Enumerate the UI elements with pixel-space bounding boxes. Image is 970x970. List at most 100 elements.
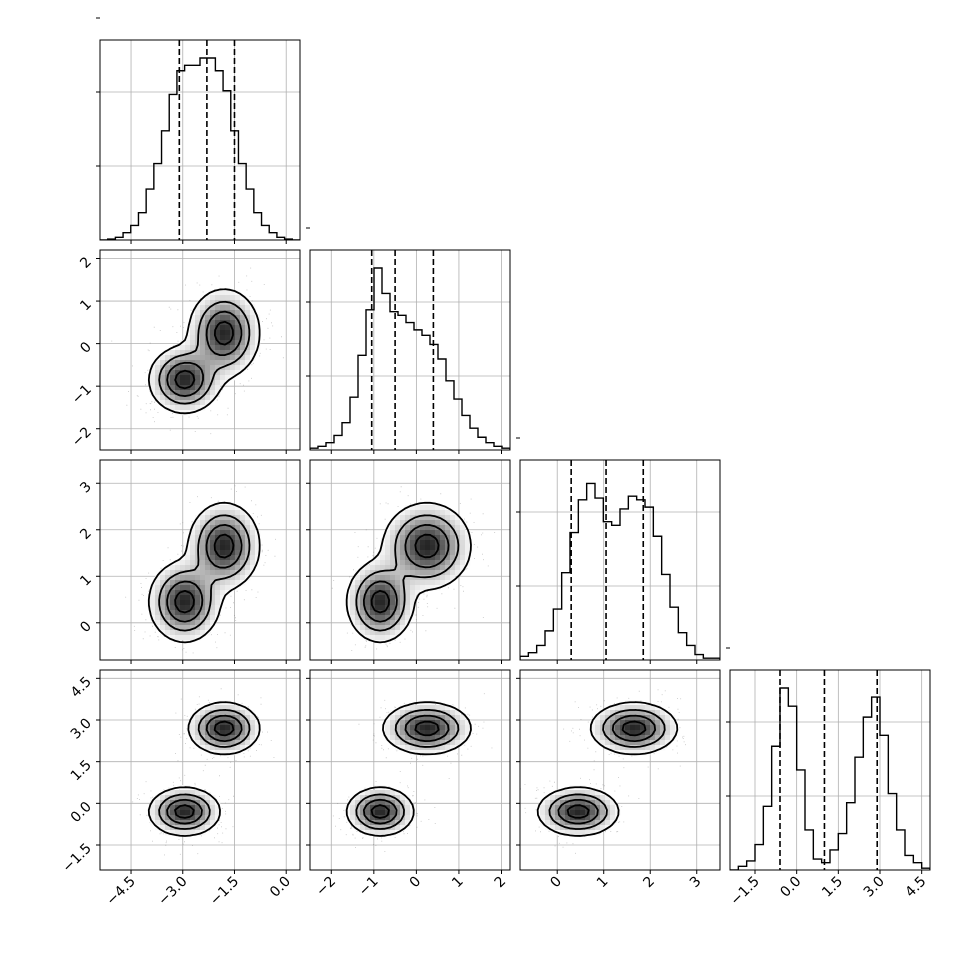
density-cell <box>185 790 191 796</box>
density-cell <box>390 555 396 561</box>
density-cell <box>605 710 611 716</box>
density-cell <box>365 830 371 836</box>
density-cell <box>620 720 626 726</box>
density-cell <box>175 630 181 636</box>
density-cell <box>215 510 221 516</box>
density-cell <box>190 405 196 411</box>
density-cell <box>350 620 356 626</box>
density-cell <box>360 595 366 601</box>
density-cell <box>165 400 171 406</box>
density-cell <box>245 315 251 321</box>
density-cell <box>650 710 656 716</box>
density-cell <box>670 720 676 726</box>
density-cell <box>190 575 196 581</box>
density-cell <box>190 815 196 821</box>
density-cell <box>205 355 211 361</box>
density-cell <box>150 590 156 596</box>
density-cell <box>235 370 241 376</box>
density-cell <box>205 570 211 576</box>
density-cell <box>200 790 206 796</box>
density-cell <box>245 300 251 306</box>
density-cell <box>355 625 361 631</box>
histogram-panel-2 <box>516 437 721 664</box>
density-cell <box>395 710 401 716</box>
density-cell <box>180 635 186 641</box>
density-cell <box>220 560 226 566</box>
density-cell <box>250 545 256 551</box>
density-cell <box>190 390 196 396</box>
density-cell <box>210 330 216 336</box>
density-cell <box>150 380 156 386</box>
density-cell <box>205 800 211 806</box>
density-cell <box>240 295 246 301</box>
density-cell <box>195 380 201 386</box>
density-cell <box>200 385 206 391</box>
density-cell <box>185 610 191 616</box>
density-cell <box>440 725 446 731</box>
density-cell <box>360 600 366 606</box>
density-cell <box>450 520 456 526</box>
density-cell <box>180 405 186 411</box>
density-cell <box>605 810 611 816</box>
density-cell <box>195 805 201 811</box>
density-cell <box>195 535 201 541</box>
density-cell <box>185 615 191 621</box>
density-cell <box>230 520 236 526</box>
density-cell <box>420 560 426 566</box>
density-cell <box>200 520 206 526</box>
density-cell <box>570 810 576 816</box>
density-cell <box>440 535 446 541</box>
density-cell <box>390 735 396 741</box>
density-cell <box>395 715 401 721</box>
density-cell <box>455 715 461 721</box>
density-cell <box>235 540 241 546</box>
density-cell <box>155 810 161 816</box>
density-cell <box>210 290 216 296</box>
density-cell <box>350 805 356 811</box>
density-cell <box>590 815 596 821</box>
panel-frame <box>99 669 301 871</box>
density-cell <box>355 595 361 601</box>
density-cell <box>420 545 426 551</box>
density-cell <box>215 335 221 341</box>
density-cell <box>230 735 236 741</box>
density-cell <box>165 575 171 581</box>
density-cell <box>220 570 226 576</box>
density-cell <box>235 325 241 331</box>
density-cell <box>665 730 671 736</box>
density-cell <box>460 720 466 726</box>
density-cell <box>430 585 436 591</box>
density-cell <box>375 585 381 591</box>
density-cell <box>370 815 376 821</box>
density-cell <box>230 345 236 351</box>
density-cell <box>220 545 226 551</box>
density-cell <box>245 310 251 316</box>
density-cell <box>235 705 241 711</box>
density-cell <box>210 515 216 521</box>
density-cell <box>175 385 181 391</box>
density-cell <box>175 800 181 806</box>
density-cell <box>160 620 166 626</box>
density-cell <box>215 740 221 746</box>
density-cell <box>380 570 386 576</box>
density-cell <box>205 715 211 721</box>
density-cell <box>415 590 421 596</box>
density-cell <box>620 705 626 711</box>
density-cell <box>180 625 186 631</box>
density-cell <box>190 795 196 801</box>
density-cell <box>205 320 211 326</box>
density-cell <box>205 745 211 751</box>
density-cell <box>170 380 176 386</box>
density-cell <box>210 510 216 516</box>
density-cell <box>150 805 156 811</box>
contour-line <box>158 708 251 830</box>
density-cell <box>410 535 416 541</box>
density-cell <box>625 745 631 751</box>
density-cell <box>655 710 661 716</box>
density-cell <box>660 735 666 741</box>
density-cell <box>545 800 551 806</box>
density-cell <box>610 705 616 711</box>
density-cell <box>385 815 391 821</box>
density-cell <box>405 585 411 591</box>
density-cell <box>245 565 251 571</box>
